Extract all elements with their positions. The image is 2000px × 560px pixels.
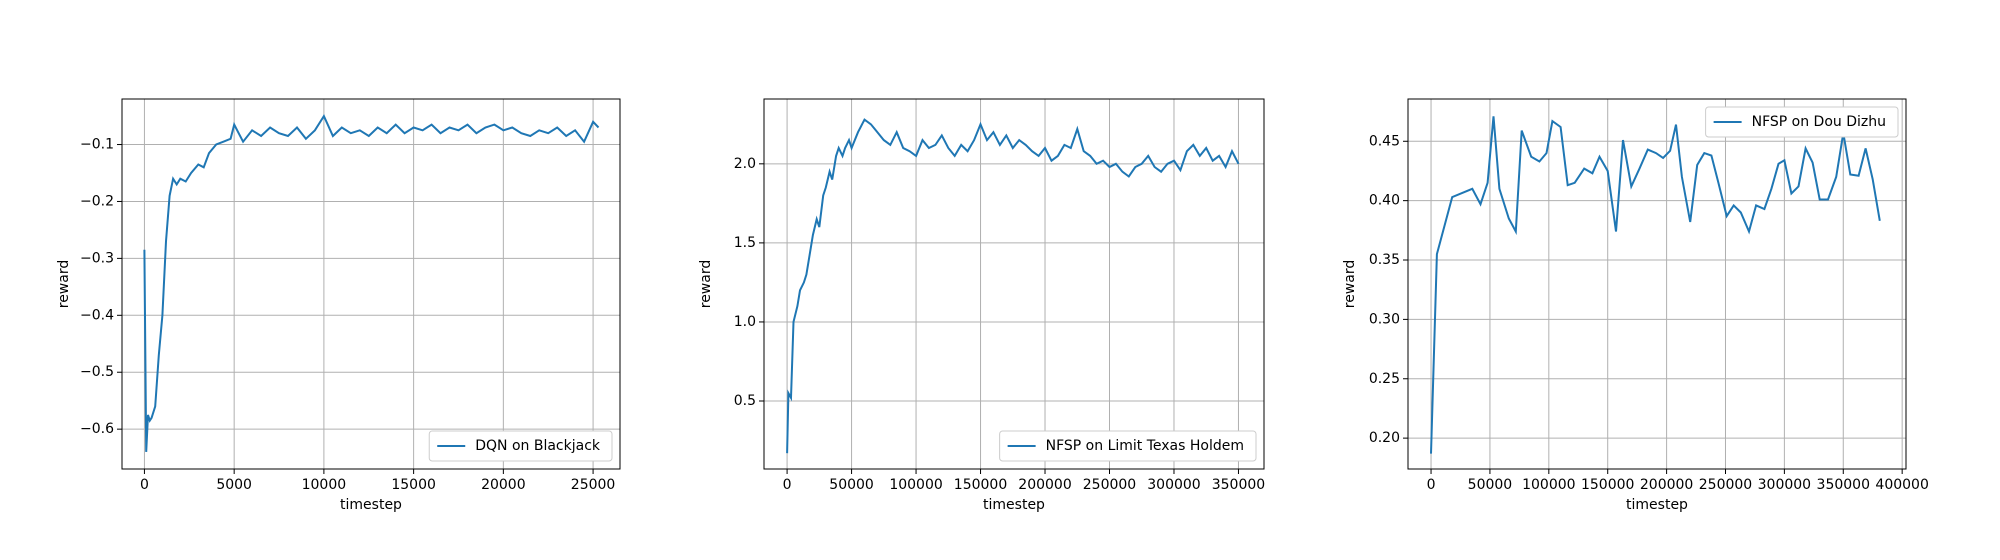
- y-tick-label: 2.0: [734, 156, 756, 172]
- x-axis-label: timestep: [340, 497, 402, 513]
- y-tick-label: −0.6: [80, 421, 114, 437]
- line: [143, 113, 600, 452]
- x-axis-label: timestep: [1626, 497, 1688, 513]
- x-tick-label: 300000: [1147, 477, 1200, 493]
- y-tick-label: 0.35: [1369, 252, 1400, 268]
- legend: DQN on Blackjack: [428, 430, 613, 462]
- legend-box: [1705, 106, 1899, 138]
- y-tick-label: 1.0: [734, 314, 756, 330]
- y-axis-label: reward: [56, 260, 72, 309]
- x-tick-label: 0: [140, 477, 149, 493]
- x-tick-label: 100000: [1522, 477, 1575, 493]
- y-tick-label: 0.45: [1369, 133, 1400, 149]
- y-tick-label: 0.25: [1369, 371, 1400, 387]
- y-tick-label: 1.5: [734, 235, 756, 251]
- legend-label: DQN on Blackjack: [475, 438, 601, 454]
- y-tick-label: −0.1: [80, 137, 114, 153]
- plot-frame: [1407, 98, 1907, 470]
- legend: NFSP on Dou Dizhu: [1705, 106, 1899, 138]
- x-axis-label: timestep: [983, 497, 1045, 513]
- x-tick-label: 25000: [571, 477, 616, 493]
- legend-box: [999, 430, 1257, 462]
- subplot: 0 50000 100000 150000 200000 250000 300000 3500…: [1342, 98, 1929, 513]
- line: [786, 118, 1240, 454]
- x-tick-label: 15000: [391, 477, 436, 493]
- subplot: 0 5000 10000 15000 20000 25000 −0.6 −0.5 −0.4 −0.…: [56, 98, 621, 513]
- x-tick-label: 50000: [1468, 477, 1513, 493]
- x-tick-label: 150000: [954, 477, 1007, 493]
- y-tick-label: 0.30: [1369, 311, 1400, 327]
- y-tick-label: 0.20: [1369, 430, 1400, 446]
- x-tick-label: 200000: [1018, 477, 1071, 493]
- x-tick-label: 0: [1427, 477, 1436, 493]
- line: [1430, 116, 1881, 454]
- y-tick-label: −0.5: [80, 364, 114, 380]
- x-tick-label: 0: [783, 477, 792, 493]
- x-tick-label: 50000: [829, 477, 874, 493]
- x-tick-label: 350000: [1817, 477, 1870, 493]
- plot-frame: [121, 98, 621, 470]
- x-tick-label: 150000: [1581, 477, 1634, 493]
- x-tick-label: 20000: [481, 477, 526, 493]
- legend-label: NFSP on Limit Texas Holdem: [1046, 438, 1244, 454]
- subplot: 0 50000 100000 150000 200000 250000 300000 3500…: [698, 98, 1265, 513]
- x-tick-label: 350000: [1212, 477, 1265, 493]
- x-tick-label: 100000: [889, 477, 942, 493]
- legend: NFSP on Limit Texas Holdem: [999, 430, 1257, 462]
- y-axis-label: reward: [1342, 260, 1358, 309]
- x-tick-label: 300000: [1758, 477, 1811, 493]
- y-tick-label: −0.4: [80, 307, 114, 323]
- x-tick-label: 10000: [302, 477, 347, 493]
- y-tick-label: 0.5: [734, 393, 756, 409]
- legend-box: [428, 430, 613, 462]
- y-tick-label: −0.2: [80, 193, 114, 209]
- plot-frame: [763, 98, 1265, 470]
- x-tick-label: 250000: [1083, 477, 1136, 493]
- y-tick-label: −0.3: [80, 250, 114, 266]
- y-tick-label: 0.40: [1369, 193, 1400, 209]
- legend-label: NFSP on Dou Dizhu: [1752, 114, 1886, 130]
- x-tick-label: 250000: [1699, 477, 1752, 493]
- y-axis-label: reward: [698, 260, 714, 309]
- x-tick-label: 5000: [216, 477, 252, 493]
- x-tick-label: 200000: [1640, 477, 1693, 493]
- x-tick-label: 400000: [1875, 477, 1928, 493]
